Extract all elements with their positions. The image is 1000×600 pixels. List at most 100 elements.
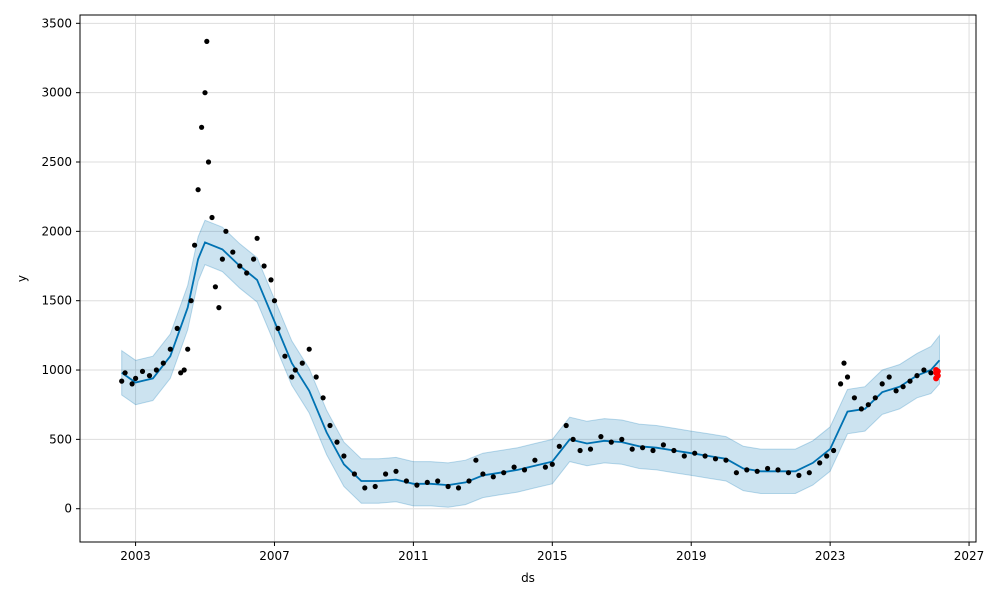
observed-point [219,256,225,262]
observed-point [212,284,218,290]
observed-point [473,457,479,463]
y-tick-label: 2500 [41,155,72,169]
observed-point [671,447,677,454]
observed-point [268,277,274,283]
observed-point [327,422,333,429]
observed-point [334,439,340,445]
observed-point [549,461,555,467]
observed-point [122,370,128,376]
y-tick-label: 2000 [41,224,72,238]
observed-point [851,395,858,401]
observed-point [195,187,201,193]
observed-point [320,395,326,401]
observed-point [490,474,496,480]
observed-point [424,479,430,485]
observed-point [824,453,830,459]
x-tick-label: 2015 [537,549,568,563]
observed-point [723,457,729,463]
x-tick-label: 2011 [398,549,429,563]
observed-point [511,464,517,470]
observed-point [209,214,215,221]
observed-point [775,467,781,473]
observed-point [577,447,583,454]
plot-area-frame [79,14,977,543]
observed-point [660,442,667,448]
observed-point [563,422,569,429]
observed-point [598,434,604,440]
observed-point [289,374,295,380]
observed-point [692,450,698,456]
observed-point [806,470,812,476]
observed-point [556,443,562,449]
observed-point [204,38,210,45]
observed-point [841,360,847,366]
observed-point [129,381,135,387]
observed-point [900,384,906,390]
observed-point [282,353,288,359]
observed-point [650,447,656,454]
observed-point [393,468,399,474]
observed-point [299,360,305,366]
observed-point [445,483,451,490]
observed-point [205,159,212,165]
observed-point [133,375,139,381]
highlight-points-layer [933,367,941,382]
observed-point [403,478,409,484]
observed-point [178,370,184,376]
y-tick-label: 0 [64,502,72,516]
observed-point [199,124,205,130]
observed-point [532,457,538,463]
y-tick-label: 500 [49,432,72,446]
observed-point [907,378,913,384]
observed-point [341,453,347,459]
y-axis-label: y [15,275,29,282]
y-tick-label: 1000 [41,363,72,377]
observed-point [879,381,885,387]
observed-point [886,374,892,380]
observed-point [251,256,257,262]
highlight-point [934,372,941,379]
observed-point [765,465,771,472]
observed-points-layer [119,38,934,491]
observed-point [351,471,357,477]
observed-point [702,453,708,459]
grid [80,15,976,542]
observed-point [254,235,260,241]
x-tick-label: 2027 [954,549,985,563]
observed-point [362,485,368,491]
observed-point [521,467,528,473]
observed-point [619,436,625,442]
observed-point [237,263,243,269]
y-tick-label: 3000 [41,86,72,100]
observed-point [712,456,719,462]
observed-point [865,402,871,408]
observed-point [230,249,236,255]
x-axis-ticks: 2003 2007 2011 2015 2019 2023 2027 [120,542,984,563]
x-axis-label: ds [521,571,535,585]
forecast-line [121,241,941,487]
observed-point [928,370,934,376]
observed-point [817,460,823,466]
observed-point [372,483,378,490]
observed-point [185,346,191,352]
uncertainty-band-layer [121,219,940,508]
x-tick-label: 2003 [120,549,151,563]
observed-point [893,388,899,394]
observed-point [754,468,760,474]
observed-point [153,367,159,373]
y-tick-label: 1500 [41,294,72,308]
forecast-line-layer [121,241,941,487]
observed-point [733,470,740,476]
observed-point [383,471,389,477]
observed-point [146,373,153,379]
observed-point [192,242,198,248]
observed-point [744,467,750,473]
observed-point [275,325,281,331]
observed-point [570,436,576,442]
observed-point [587,446,594,452]
x-tick-label: 2023 [815,549,846,563]
y-axis-ticks: 0 500 1000 1500 2000 2500 3000 3500 [41,16,80,516]
observed-point [139,368,146,374]
observed-point [796,472,802,478]
